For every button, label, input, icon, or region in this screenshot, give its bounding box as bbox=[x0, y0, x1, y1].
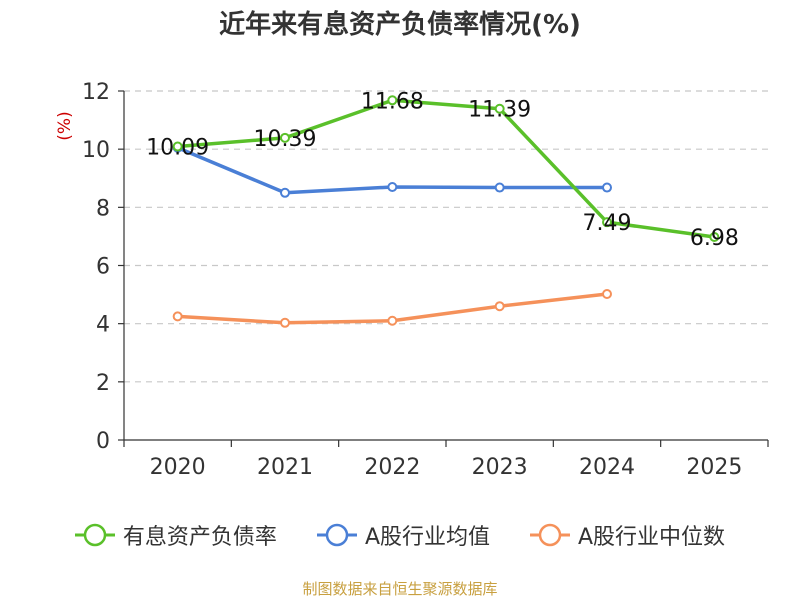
data-point bbox=[494, 301, 505, 312]
chart-legend: 有息资产负债率 A股行业均值 A股行业中位数 bbox=[0, 519, 800, 551]
y-tick-label: 6 bbox=[96, 255, 110, 280]
x-tick-label: 2025 bbox=[686, 455, 742, 480]
data-point bbox=[280, 132, 290, 143]
data-point bbox=[387, 181, 398, 192]
x-tick-label: 2020 bbox=[150, 455, 206, 480]
legend-swatch bbox=[530, 523, 570, 547]
x-tick-label: 2021 bbox=[257, 455, 313, 480]
data-label: 10.09 bbox=[146, 136, 209, 161]
y-axis-label: (%) bbox=[55, 111, 75, 140]
series-line bbox=[177, 98, 715, 239]
legend-swatch bbox=[316, 523, 357, 547]
data-point bbox=[172, 311, 183, 322]
data-point bbox=[602, 289, 612, 300]
legend-label: A股行业中位数 bbox=[578, 525, 726, 550]
data-label: 11.39 bbox=[468, 98, 531, 123]
data-label: 10.39 bbox=[254, 127, 317, 152]
data-label: 11.68 bbox=[361, 89, 424, 114]
legend-item[interactable]: A股行业均值 bbox=[316, 519, 490, 551]
data-point bbox=[602, 182, 612, 193]
data-point bbox=[387, 95, 398, 106]
y-tick-label: 2 bbox=[96, 371, 110, 396]
data-point bbox=[280, 317, 290, 328]
data-point bbox=[494, 103, 505, 114]
data-point bbox=[709, 231, 720, 242]
x-tick-label: 2023 bbox=[472, 455, 528, 480]
y-tick-label: 0 bbox=[96, 429, 110, 454]
chart-title: 近年来有息资产负债率情况(%) bbox=[219, 10, 581, 40]
y-tick-label: 10 bbox=[82, 138, 110, 163]
y-tick-label: 4 bbox=[96, 313, 110, 338]
data-point bbox=[602, 217, 612, 228]
data-point bbox=[280, 187, 290, 198]
x-tick-label: 2024 bbox=[579, 455, 635, 480]
data-point bbox=[172, 141, 183, 152]
data-label: 6.98 bbox=[690, 226, 739, 251]
legend-label: 有息资产负债率 bbox=[122, 525, 277, 550]
legend-label: A股行业均值 bbox=[364, 525, 490, 550]
legend-swatch bbox=[74, 523, 115, 547]
legend-marker bbox=[538, 523, 562, 547]
legend-item[interactable]: 有息资产负债率 bbox=[74, 519, 277, 551]
y-tick-label: 12 bbox=[82, 80, 110, 105]
legend-item[interactable]: A股行业中位数 bbox=[530, 519, 725, 551]
legend-marker bbox=[325, 523, 349, 547]
data-point bbox=[494, 182, 505, 193]
legend-marker bbox=[83, 523, 107, 547]
source-note: 制图数据来自恒生聚源数据库 bbox=[302, 580, 498, 598]
x-tick-label: 2022 bbox=[364, 455, 420, 480]
y-tick-label: 8 bbox=[96, 196, 110, 221]
data-point bbox=[387, 315, 398, 326]
data-label: 7.49 bbox=[583, 211, 632, 236]
